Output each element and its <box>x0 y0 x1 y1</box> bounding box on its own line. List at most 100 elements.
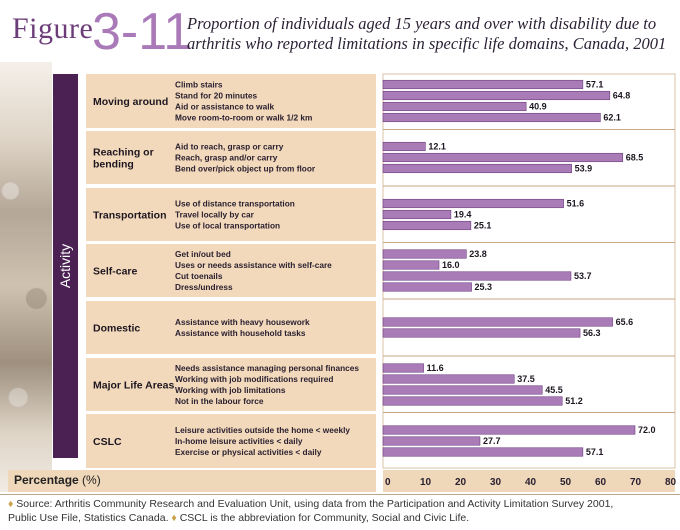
data-label: 56.3 <box>583 328 601 338</box>
data-label: 53.7 <box>574 271 592 281</box>
percentage-axis-title: Percentage <box>14 473 79 487</box>
item-label: Dress/undress <box>175 282 233 292</box>
data-label: 12.1 <box>428 142 446 152</box>
data-label: 62.1 <box>603 113 621 123</box>
x-tick-label: 70 <box>630 477 642 488</box>
footnote-second-line: Public Use File, Statistics Canada. ♦ CS… <box>8 511 676 525</box>
item-label: Travel locally by car <box>175 210 255 220</box>
x-tick-label: 40 <box>525 477 537 488</box>
footer-divider <box>0 494 680 495</box>
group-panel <box>86 301 376 354</box>
x-tick-label: 60 <box>595 477 607 488</box>
item-label: Get in/out bed <box>175 249 231 259</box>
item-label: Aid or assistance to walk <box>175 102 275 112</box>
item-label: Bend over/pick object up from floor <box>175 164 316 174</box>
percentage-axis-unit: (%) <box>82 473 101 487</box>
bar <box>382 436 481 446</box>
bar <box>382 385 543 395</box>
item-label: Assistance with household tasks <box>175 328 306 338</box>
bar <box>382 141 426 152</box>
bar <box>382 328 581 338</box>
data-label: 19.4 <box>454 210 472 220</box>
item-label: Not in the labour force <box>175 396 264 406</box>
data-label: 25.3 <box>475 282 493 292</box>
bar <box>382 447 584 457</box>
data-label: 16.0 <box>442 260 460 270</box>
data-label: 11.6 <box>427 363 444 373</box>
item-label: Use of distance transportation <box>175 199 295 209</box>
group-panel <box>86 188 376 241</box>
bar <box>382 209 452 220</box>
data-label: 65.6 <box>616 317 634 327</box>
item-label: Aid to reach, grasp or carry <box>175 142 284 152</box>
x-tick-label: 0 <box>385 477 391 488</box>
group-name: bending <box>93 159 134 171</box>
data-label: 51.2 <box>565 396 583 406</box>
data-label: 37.5 <box>517 374 535 384</box>
bar <box>382 198 564 209</box>
data-label: 27.7 <box>483 436 501 446</box>
footnote-source-text: Source: Arthritis Community Research and… <box>16 498 614 510</box>
footnote: ♦ Source: Arthritis Community Research a… <box>8 497 676 525</box>
bar <box>382 425 636 435</box>
percentage-axis-label: Percentage (%) <box>14 473 101 487</box>
footnote-source-line: ♦ Source: Arthritis Community Research a… <box>8 497 676 511</box>
data-label: 40.9 <box>529 102 547 112</box>
group-panel <box>86 244 376 297</box>
figure-title: Proportion of individuals aged 15 years … <box>187 14 667 53</box>
item-label: Climb stairs <box>175 80 223 90</box>
bar <box>382 220 472 231</box>
group-name: Major Life Areas <box>93 380 174 392</box>
bar <box>382 101 527 112</box>
item-label: Working with job limitations <box>175 385 286 395</box>
data-label: 23.8 <box>469 249 487 259</box>
data-label: 72.0 <box>638 425 656 435</box>
group-name: Moving around <box>93 96 168 108</box>
data-label: 57.1 <box>586 80 604 90</box>
data-label: 25.1 <box>474 221 492 231</box>
x-tick-label: 80 <box>665 477 677 488</box>
activity-axis-band <box>53 74 78 458</box>
crowd-photo-strip <box>0 62 52 492</box>
item-label: Move room-to-room or walk 1/2 km <box>175 113 312 123</box>
figure-label: Figure <box>12 12 94 45</box>
item-label: Stand for 20 minutes <box>175 91 257 101</box>
plot-area <box>382 73 676 469</box>
bar <box>382 396 563 406</box>
x-tick-label: 30 <box>490 477 502 488</box>
group-name: Reaching or <box>93 147 154 159</box>
bar <box>382 317 613 327</box>
bar <box>382 90 611 101</box>
bar <box>382 112 601 123</box>
footnote-publication-text: Public Use File, Statistics Canada. <box>8 512 169 524</box>
data-label: 53.9 <box>575 164 593 174</box>
group-panel <box>86 131 376 184</box>
item-label: Use of local transportation <box>175 221 280 231</box>
percentage-axis-band <box>8 470 376 492</box>
group-panel <box>86 358 376 411</box>
x-tick-label: 10 <box>420 477 432 488</box>
item-label: Working with job modifications required <box>175 374 333 384</box>
figure-number: 3-11 <box>92 3 193 61</box>
data-label: 51.6 <box>567 199 585 209</box>
x-tick-label: 20 <box>455 477 467 488</box>
item-label: Uses or needs assistance with self-care <box>175 260 332 270</box>
item-label: In-home leisure activities < daily <box>175 436 303 446</box>
item-label: Exercise or physical activities < daily <box>175 447 322 457</box>
data-label: 45.5 <box>545 385 563 395</box>
item-label: Reach, grasp and/or carry <box>175 153 278 163</box>
bar <box>382 374 515 384</box>
item-label: Assistance with heavy housework <box>175 317 310 327</box>
x-tick-label: 50 <box>560 477 572 488</box>
footnote-cslc-text: CSCL is the abbreviation for Community, … <box>179 512 470 524</box>
bar <box>382 152 624 163</box>
group-name: Domestic <box>93 323 140 335</box>
diamond-bullet-icon: ♦ <box>171 512 177 524</box>
bar <box>382 249 467 259</box>
data-label: 64.8 <box>613 91 631 101</box>
x-axis-band <box>383 470 675 492</box>
item-label: Cut toenails <box>175 271 223 281</box>
group-name: CSLC <box>93 436 122 448</box>
